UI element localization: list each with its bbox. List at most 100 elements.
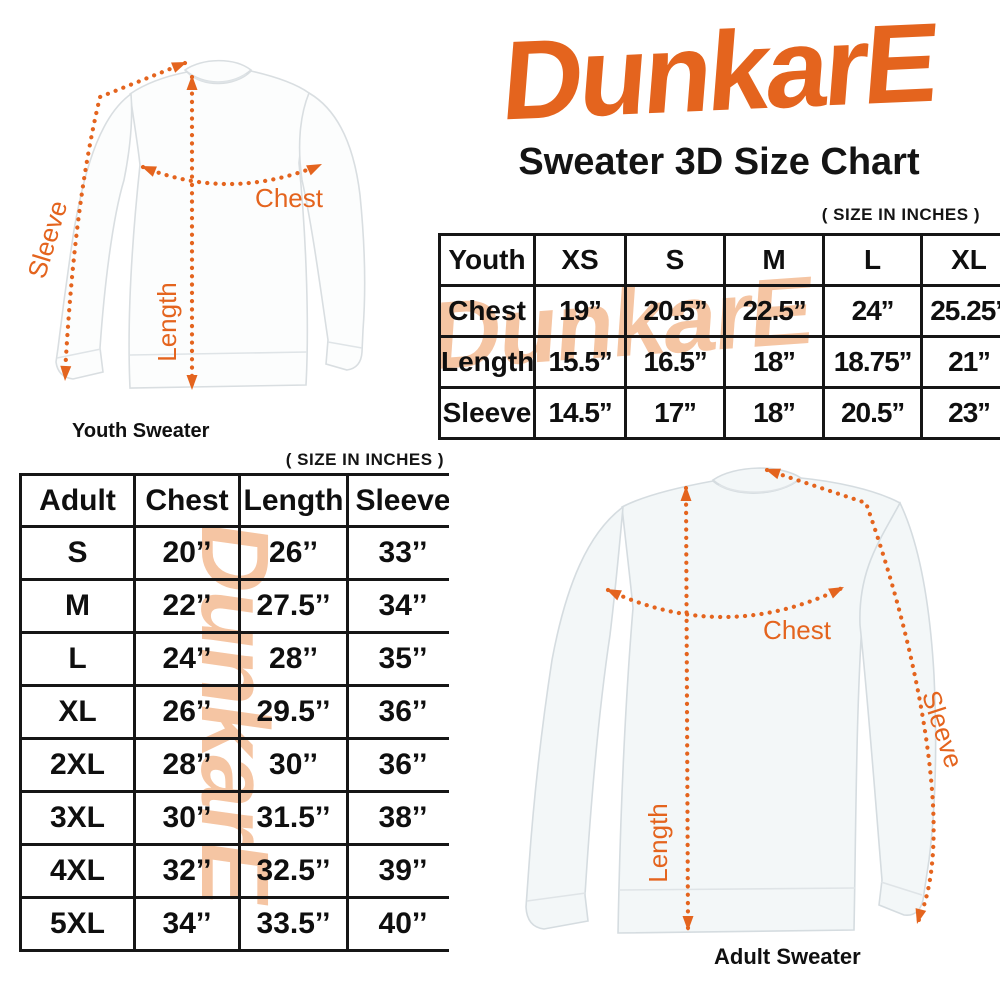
page-title: Sweater 3D Size Chart <box>518 141 920 183</box>
size-value: 39’’ <box>346 843 449 899</box>
table-row: Length 15.5’’ 16.5’’ 18’’ 18.75’’ 21’’ <box>438 335 1000 389</box>
youth-size-table: Youth XS S M L XL Chest 19’’ 20.5’’ 22.5’’ 24’’ 25.… <box>438 233 1000 440</box>
size-value: 19’’ <box>533 284 627 338</box>
size-value: 20’’ <box>133 525 241 581</box>
size-value: 28’’ <box>133 737 241 793</box>
size-value: 36’’ <box>346 684 449 740</box>
row-label: XL <box>19 684 136 740</box>
adult-sweater-right-sleeve <box>859 501 937 917</box>
column-header: XL <box>920 233 1000 287</box>
adult-chest-label: Chest <box>763 615 832 645</box>
size-value: 26’’ <box>238 525 349 581</box>
size-value: 24’’ <box>133 631 241 687</box>
size-value: 22’’ <box>133 578 241 634</box>
column-header: S <box>624 233 726 287</box>
size-value: 35’’ <box>346 631 449 687</box>
column-header: Youth <box>438 233 536 287</box>
adult-length-label: Length <box>643 803 673 883</box>
table-row: Sleeve 14.5’’ 17’’ 18’’ 20.5’’ 23’’ <box>438 386 1000 440</box>
size-value: 20.5’’ <box>822 386 923 440</box>
size-value: 38’’ <box>346 790 449 846</box>
table-row: S 20’’ 26’’ 33’’ <box>19 525 449 581</box>
size-value: 33’’ <box>346 525 449 581</box>
table-row: XL 26’’ 29.5’’ 36’’ <box>19 684 449 740</box>
size-value: 32.5’’ <box>238 843 349 899</box>
size-value: 22.5’’ <box>723 284 825 338</box>
youth-sleeve-label: Sleeve <box>21 197 73 282</box>
youth-chest-label: Chest <box>255 183 324 213</box>
size-value: 17’’ <box>624 386 726 440</box>
youth-sweater-collar <box>183 59 253 83</box>
size-value: 33.5’’ <box>238 896 349 952</box>
youth-length-label: Length <box>152 282 182 362</box>
size-value: 23’’ <box>920 386 1000 440</box>
size-value: 27.5’’ <box>238 578 349 634</box>
column-header: Chest <box>133 473 241 528</box>
column-header: M <box>723 233 825 287</box>
size-value: 31.5’’ <box>238 790 349 846</box>
row-label: 2XL <box>19 737 136 793</box>
size-value: 34’’ <box>133 896 241 952</box>
table-row: 5XL 34’’ 33.5’’ 40’’ <box>19 896 449 952</box>
youth-sweater-illustration <box>55 59 366 389</box>
youth-sweater-body <box>128 70 310 389</box>
header-row: Youth XS S M L XL <box>438 233 1000 287</box>
size-value: 26’’ <box>133 684 241 740</box>
column-header: Length <box>238 473 349 528</box>
youth-diagram-caption: Youth Sweater <box>72 420 210 442</box>
size-value: 20.5’’ <box>624 284 726 338</box>
row-label: Length <box>438 335 536 389</box>
adult-sweater-illustration <box>525 467 937 934</box>
youth-sweater-diagram: Sleeve Length Chest <box>21 59 366 391</box>
units-note-adult: ( SIZE IN INCHES ) <box>285 450 444 469</box>
row-label: 3XL <box>19 790 136 846</box>
row-label: L <box>19 631 136 687</box>
row-label: Sleeve <box>438 386 536 440</box>
brand-logo: DunkarE <box>498 0 941 144</box>
column-header: Sleeve <box>346 473 449 528</box>
size-value: 18’’ <box>723 386 825 440</box>
adult-sweater-diagram: Length Chest Sleeve <box>525 467 969 934</box>
table-row: 2XL 28’’ 30’’ 36’’ <box>19 737 449 793</box>
size-value: 18.75’’ <box>822 335 923 389</box>
length-measure-arrow <box>683 485 691 932</box>
adult-size-table-wrap: DunkarE Adult Chest Length Sleeve S 20’’ 26’’ 3… <box>19 473 449 955</box>
size-value: 40’’ <box>346 896 449 952</box>
size-value: 18’’ <box>723 335 825 389</box>
row-label: S <box>19 525 136 581</box>
size-value: 16.5’’ <box>624 335 726 389</box>
sleeve-measure-arrow <box>62 60 188 378</box>
row-label: M <box>19 578 136 634</box>
table-row: 4XL 32’’ 32.5’’ 39’’ <box>19 843 449 899</box>
table-row: M 22’’ 27.5’’ 34’’ <box>19 578 449 634</box>
header-row: Adult Chest Length Sleeve <box>19 473 449 528</box>
row-label: 5XL <box>19 896 136 952</box>
units-note-youth: ( SIZE IN INCHES ) <box>821 205 980 224</box>
column-header: XS <box>533 233 627 287</box>
chest-measure-arrow <box>605 585 845 620</box>
size-value: 30’’ <box>238 737 349 793</box>
column-header: L <box>822 233 923 287</box>
adult-diagram-caption: Adult Sweater <box>714 944 861 969</box>
size-value: 29.5’’ <box>238 684 349 740</box>
row-label: 4XL <box>19 843 136 899</box>
table-row: L 24’’ 28’’ 35’’ <box>19 631 449 687</box>
youth-sweater-left-sleeve <box>55 92 133 380</box>
youth-sweater-right-sleeve <box>298 91 366 371</box>
adult-size-table: Adult Chest Length Sleeve S 20’’ 26’’ 33’’ M 22’’… <box>19 473 449 952</box>
size-value: 25.25’’ <box>920 284 1000 338</box>
size-value: 14.5’’ <box>533 386 627 440</box>
chest-measure-arrow <box>140 162 323 187</box>
size-value: 34’’ <box>346 578 449 634</box>
size-value: 24’’ <box>822 284 923 338</box>
row-label: Chest <box>438 284 536 338</box>
size-value: 36’’ <box>346 737 449 793</box>
size-value: 32’’ <box>133 843 241 899</box>
youth-size-table-wrap: DunkarE Youth XS S M L XL Chest 19’’ 20.5’’ 22.5’… <box>438 233 1000 441</box>
size-value: 28’’ <box>238 631 349 687</box>
table-row: 3XL 30’’ 31.5’’ 38’’ <box>19 790 449 846</box>
size-value: 30’’ <box>133 790 241 846</box>
adult-sweater-left-sleeve <box>525 505 624 930</box>
